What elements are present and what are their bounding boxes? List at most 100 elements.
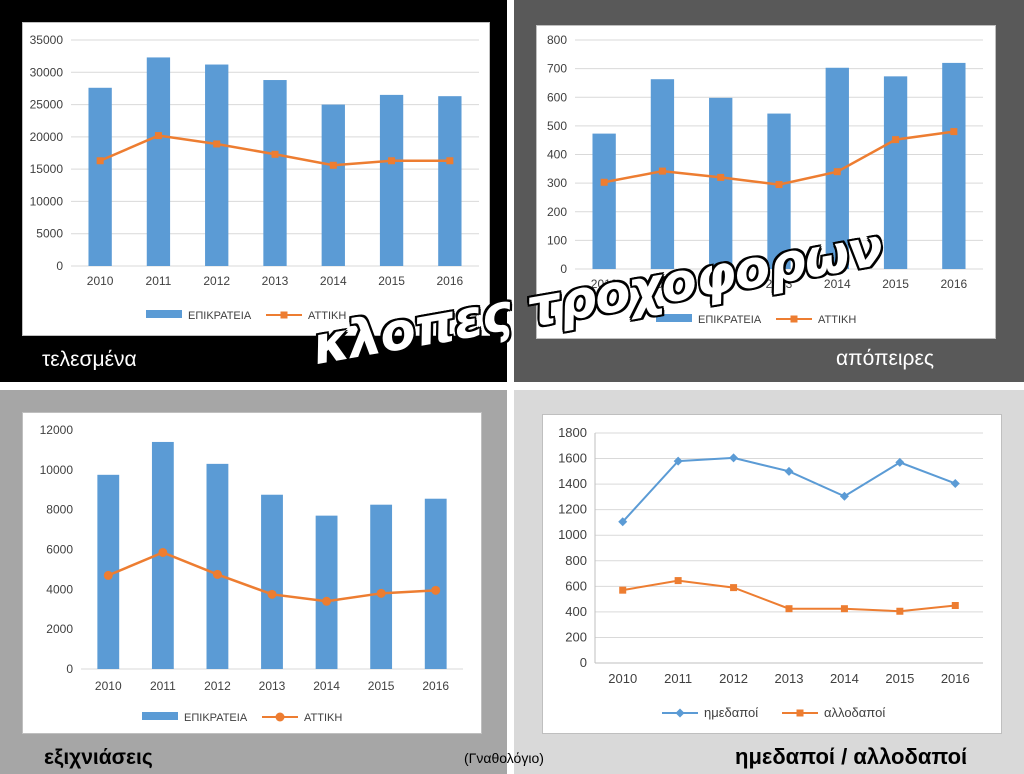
y-tick-label: 800: [565, 553, 587, 568]
x-tick-label: 2013: [259, 679, 286, 693]
bar: [263, 80, 287, 266]
x-tick-label: 2011: [146, 274, 172, 288]
y-tick-label: 700: [547, 62, 567, 76]
y-tick-label: 4000: [46, 582, 73, 596]
data-point: [950, 128, 958, 136]
y-tick-label: 1600: [558, 451, 587, 466]
y-tick-label: 2000: [46, 622, 73, 636]
y-tick-label: 1200: [558, 502, 587, 517]
legend-label: ΑΤΤΙΚΗ: [308, 310, 346, 322]
x-tick-label: 2011: [650, 277, 676, 291]
legend-swatch: [142, 712, 178, 720]
x-axis: 2010 2011 2012 2013 2014 2015 2016: [95, 679, 449, 693]
legend-label: ΕΠΙΚΡΑΤΕΙΑ: [184, 712, 248, 724]
y-tick-label: 15000: [30, 162, 64, 176]
bar: [767, 113, 791, 269]
y-tick-label: 10000: [30, 194, 64, 208]
bar: [883, 76, 908, 269]
x-axis: 2010 2011 2012 2013 2014 2015 2016: [608, 671, 969, 686]
legend-label: ΕΠΙΚΡΑΤΕΙΑ: [188, 310, 252, 322]
y-tick-label: 600: [565, 578, 587, 593]
legend-marker: [275, 712, 285, 722]
x-tick-label: 2013: [262, 274, 289, 288]
y-tick-label: 500: [547, 119, 567, 133]
x-tick-label: 2013: [775, 671, 804, 686]
data-point: [431, 585, 441, 595]
data-point: [785, 605, 793, 613]
data-point: [674, 577, 682, 585]
data-point: [833, 168, 841, 176]
x-tick-label: 2014: [830, 671, 859, 686]
data-point: [673, 456, 683, 466]
data-point: [730, 584, 738, 592]
y-tick-label: 30000: [30, 65, 64, 79]
y-tick-label: 25000: [30, 98, 64, 112]
bar-series: [592, 62, 966, 270]
x-tick-label: 2012: [719, 671, 748, 686]
data-point: [896, 607, 904, 615]
data-point: [729, 453, 739, 463]
bar: [88, 87, 112, 266]
line-series: [96, 132, 454, 169]
y-tick-label: 20000: [30, 130, 64, 144]
x-tick-label: 2016: [941, 277, 968, 291]
x-tick-label: 2015: [882, 277, 909, 291]
data-point: [658, 167, 666, 175]
bar: [379, 94, 404, 266]
data-point: [839, 491, 849, 501]
legend: ΕΠΙΚΡΑΤΕΙΑ ΑΤΤΙΚΗ: [656, 314, 856, 326]
y-tick-label: 6000: [46, 543, 73, 557]
data-point: [717, 173, 725, 181]
bar: [592, 133, 616, 269]
y-tick-label: 1800: [558, 425, 587, 440]
x-tick-label: 2014: [320, 274, 347, 288]
legend: ημεδαποί αλλοδαποί: [662, 705, 885, 720]
bar: [261, 494, 283, 669]
chart-panel-solved: 0 2000 4000 6000 8000 10000 12000 2010 2011 2012 2…: [22, 412, 482, 734]
x-tick-label: 2010: [95, 679, 122, 693]
legend-label: ΑΤΤΙΚΗ: [818, 314, 856, 326]
data-point: [329, 161, 337, 169]
data-point: [951, 602, 959, 609]
y-tick-label: 5000: [36, 227, 63, 241]
y-tick-label: 0: [66, 662, 73, 676]
caption-nationals-foreigners: ημεδαποί / αλλοδαποί: [735, 744, 968, 769]
y-tick-label: 0: [580, 655, 587, 670]
bar: [709, 97, 733, 269]
y-tick-label: 100: [547, 233, 567, 247]
legend: ΕΠΙΚΡΑΤΕΙΑ ΑΤΤΙΚΗ: [142, 712, 342, 724]
x-axis: 2010 2011 2012 2013 2014 2015 2016: [591, 277, 968, 291]
bar: [321, 104, 345, 266]
y-tick-label: 600: [547, 90, 567, 104]
y-tick-label: 300: [547, 176, 567, 190]
y-tick-label: 0: [56, 259, 63, 273]
legend-label: ΕΠΙΚΡΑΤΕΙΑ: [698, 314, 762, 326]
chart-panel-completed: 0 5000 10000 15000 20000 25000 30000 35000 2010 2…: [22, 22, 490, 336]
y-tick-label: 400: [547, 148, 567, 162]
data-point: [271, 150, 279, 158]
legend-label: ημεδαποί: [704, 705, 758, 720]
x-tick-label: 2014: [824, 277, 851, 291]
legend-marker: [280, 311, 288, 319]
data-point: [96, 157, 104, 165]
legend-marker: [790, 315, 798, 323]
y-tick-label: 1000: [558, 527, 587, 542]
data-point: [895, 457, 905, 467]
caption-solved: εξιχνιάσεις: [44, 746, 153, 769]
data-point: [892, 136, 900, 144]
data-point: [103, 570, 113, 580]
bar: [146, 57, 171, 267]
caption-completed: τελεσμένα: [42, 348, 137, 371]
bar-series: [97, 441, 447, 669]
y-axis: 0 100 200 300 400 500 600 700 800: [547, 33, 983, 276]
y-tick-label: 35000: [30, 33, 64, 47]
x-tick-label: 2014: [313, 679, 340, 693]
credit-text: (Γναθολόγιο): [464, 750, 544, 766]
data-point: [322, 596, 332, 606]
line-series: [103, 547, 441, 606]
x-tick-label: 2011: [664, 671, 692, 686]
bar: [315, 515, 338, 669]
data-point: [600, 178, 608, 186]
